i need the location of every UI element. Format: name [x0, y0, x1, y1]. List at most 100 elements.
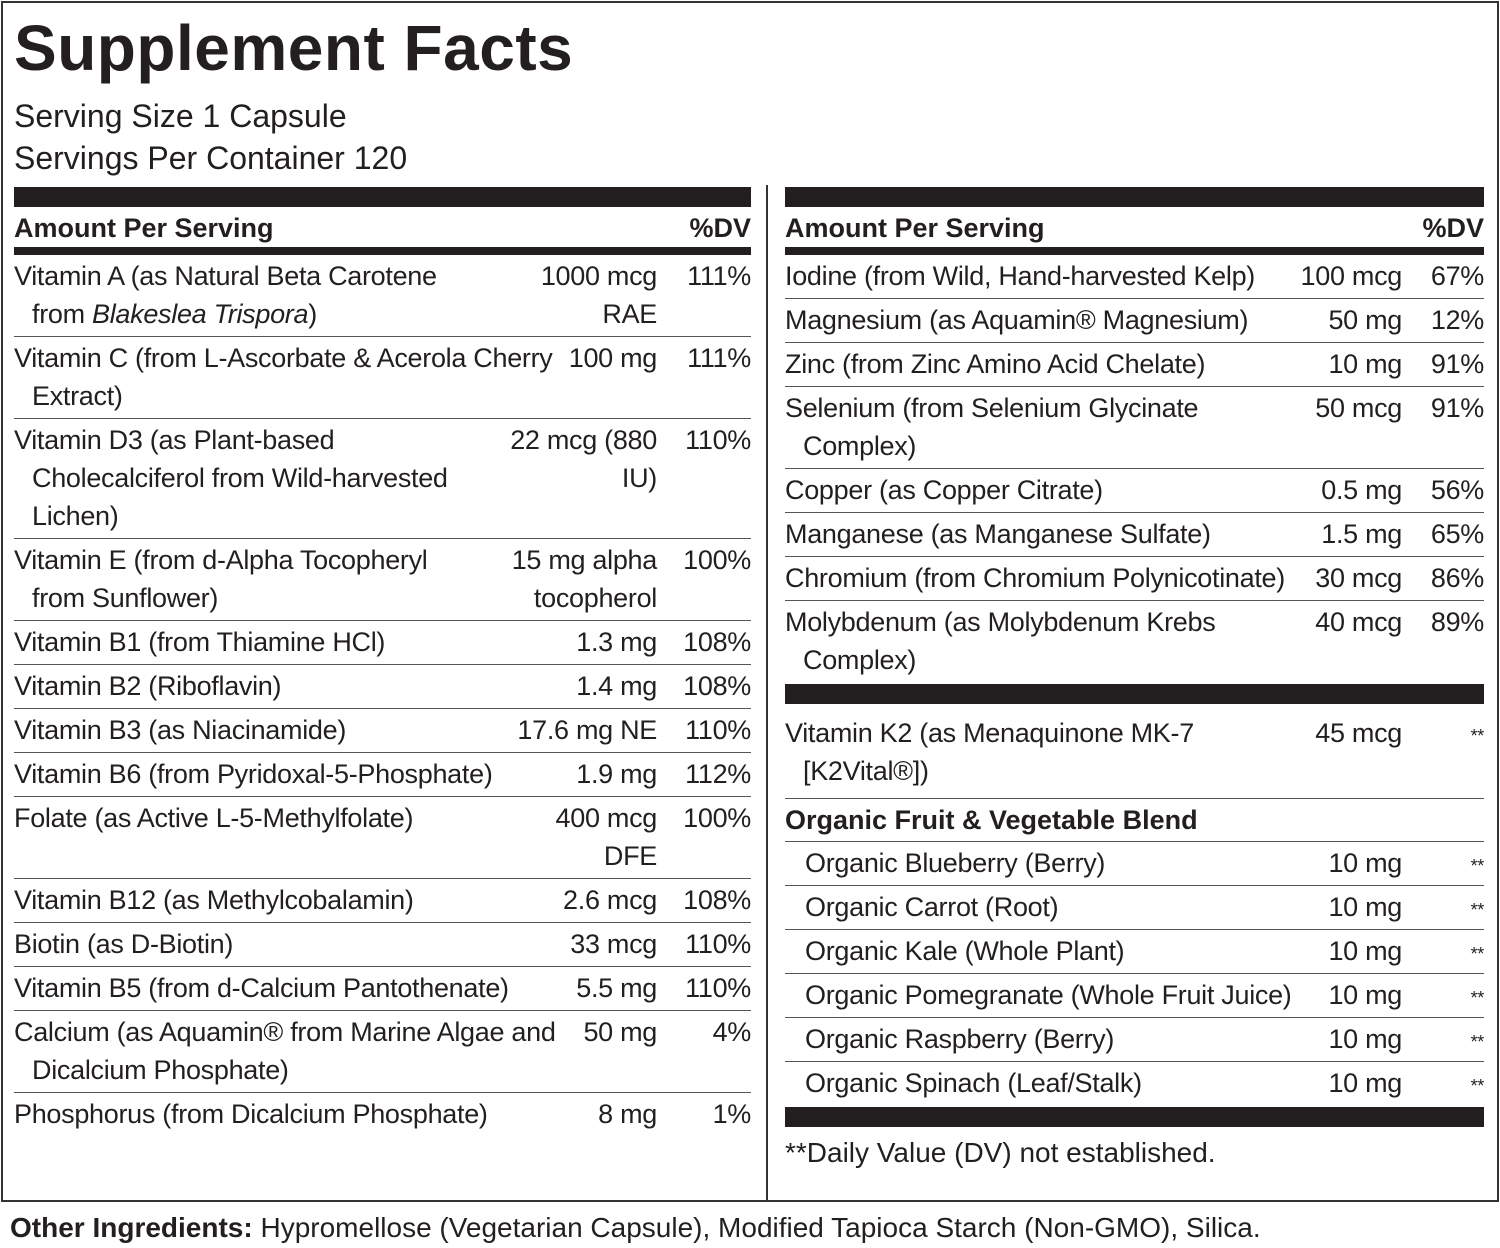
servings-per-container: Servings Per Container 120 — [14, 140, 408, 176]
daily-value: 89% — [1402, 603, 1484, 679]
row: Vitamin D3 (as Plant-based Cholecalcifer… — [14, 419, 751, 539]
amount: 10 mg — [1328, 349, 1402, 379]
header-amount: Amount Per Serving — [785, 213, 1045, 243]
amount: 30 mcg — [1315, 563, 1402, 593]
amount: 10 mg — [1328, 1068, 1402, 1098]
row: Vitamin B1 (from Thiamine HCl) 1.3 mg 108% — [14, 621, 751, 665]
amount: 1.9 mg — [576, 759, 657, 789]
daily-value: 91% — [1402, 345, 1484, 383]
name-text: Iodine (from Wild, Hand-harvested Kelp) — [785, 261, 1256, 291]
daily-value: ** — [1402, 888, 1485, 926]
ingredient-name: Vitamin C (from L-Ascorbate & Acerola Ch… — [14, 339, 559, 415]
daily-value: 100% — [657, 799, 751, 875]
name-text: Vitamin B1 (from Thiamine HCl) — [14, 627, 386, 657]
daily-value: 12% — [1402, 301, 1484, 339]
row: Organic Carrot (Root) 10 mg ** — [785, 886, 1484, 930]
name-text: Organic Raspberry (Berry) — [805, 1024, 1115, 1054]
daily-value: 110% — [657, 969, 751, 1007]
amount: 22 mcg (880 IU) — [510, 425, 657, 493]
row: Vitamin K2 (as Menaquinone MK-7 [K2Vital… — [785, 704, 1484, 798]
name-text: Organic Carrot (Root) — [805, 892, 1059, 922]
amount: 1.5 mg — [1321, 519, 1402, 549]
daily-value: ** — [1402, 714, 1485, 790]
name-tail: ) — [308, 299, 317, 329]
daily-value: ** — [1402, 1020, 1485, 1058]
blend-rows: Organic Blueberry (Berry) 10 mg ** Organic … — [785, 842, 1484, 1105]
header-bar — [14, 247, 751, 255]
name-text: Organic Pomegranate (Whole Fruit Juice) — [805, 980, 1292, 1010]
amount: 50 mcg — [1315, 393, 1402, 423]
dv-text: 108% — [683, 627, 751, 657]
name-text: Vitamin B3 (as Niacinamide) — [14, 715, 347, 745]
row: Calcium (as Aquamin® from Marine Algae a… — [14, 1011, 751, 1093]
name-text: Copper (as Copper Citrate) — [785, 475, 1103, 505]
row: Vitamin B3 (as Niacinamide) 17.6 mg NE 110… — [14, 709, 751, 753]
amount: 1.4 mg — [576, 671, 657, 701]
dv-text: 111% — [687, 261, 751, 291]
name-text: Vitamin E (from d-Alpha Tocopheryl from … — [14, 545, 428, 613]
amount: 2.6 mcg — [563, 885, 657, 915]
row: Selenium (from Selenium Glycinate Comple… — [785, 387, 1484, 469]
ingredient-name: Molybdenum (as Molybdenum Krebs Complex) — [785, 603, 1305, 679]
serving-size: Serving Size 1 Capsule — [14, 98, 347, 134]
daily-value: 4% — [657, 1013, 752, 1089]
dv-text: 108% — [683, 885, 751, 915]
amount: 33 mcg — [570, 929, 657, 959]
amount: 10 mg — [1328, 980, 1402, 1010]
name-text: Vitamin B6 (from Pyridoxal-5-Phosphate) — [14, 759, 493, 789]
thick-bar — [14, 187, 751, 207]
dv-text: ** — [1470, 856, 1485, 876]
dv-text: 65% — [1430, 519, 1484, 549]
amount: 8 mg — [598, 1099, 657, 1129]
row: Vitamin E (from d-Alpha Tocopheryl from … — [14, 539, 751, 621]
ingredient-name: Vitamin D3 (as Plant-based Cholecalcifer… — [14, 421, 487, 535]
daily-value: 108% — [657, 667, 751, 705]
title: Supplement Facts — [14, 12, 574, 84]
dv-text: 110% — [685, 715, 751, 745]
row: Molybdenum (as Molybdenum Krebs Complex)… — [785, 601, 1484, 682]
table-header: Amount Per Serving %DV — [14, 207, 751, 247]
ingredient-name: Copper (as Copper Citrate) — [785, 471, 1311, 509]
other-text: Hypromellose (Vegetarian Capsule), Modif… — [260, 1212, 1261, 1243]
name-text: Chromium (from Chromium Polynicotinate) — [785, 563, 1285, 593]
name-text: Vitamin A (as Natural Beta Carotene from — [14, 261, 437, 329]
dv-text: ** — [1470, 1032, 1485, 1052]
dv-text: 110% — [685, 973, 751, 1003]
row: Vitamin B2 (Riboflavin) 1.4 mg 108% — [14, 665, 751, 709]
left-table: Amount Per Serving %DV Vitamin A (as Natu… — [14, 187, 751, 1136]
blend-title: Organic Fruit & Vegetable Blend — [785, 798, 1484, 842]
row: Zinc (from Zinc Amino Acid Chelate) 10 mg… — [785, 343, 1484, 387]
name-text: Vitamin B12 (as Methylcobalamin) — [14, 885, 414, 915]
daily-value: 108% — [657, 623, 751, 661]
ingredient-name: Biotin (as D-Biotin) — [14, 925, 560, 963]
name-text: Organic Spinach (Leaf/Stalk) — [805, 1068, 1142, 1098]
daily-value: 111% — [657, 339, 751, 415]
header-amount: Amount Per Serving — [14, 213, 274, 243]
name-text: Manganese (as Manganese Sulfate) — [785, 519, 1211, 549]
ingredient-name: Organic Raspberry (Berry) — [785, 1020, 1318, 1058]
amount: 40 mcg — [1315, 607, 1402, 637]
row: Vitamin B5 (from d-Calcium Pantothenate)… — [14, 967, 751, 1011]
rows: Vitamin A (as Natural Beta Carotene from… — [14, 255, 751, 1136]
daily-value: 67% — [1402, 257, 1484, 295]
ingredient-name: Organic Pomegranate (Whole Fruit Juice) — [785, 976, 1318, 1014]
daily-value: 56% — [1402, 471, 1484, 509]
row: Organic Pomegranate (Whole Fruit Juice) 1… — [785, 974, 1484, 1018]
name-text: Vitamin B5 (from d-Calcium Pantothenate) — [14, 973, 509, 1003]
footnote: **Daily Value (DV) not established. — [785, 1137, 1216, 1168]
thick-bar — [785, 684, 1484, 704]
name-text: Biotin (as D-Biotin) — [14, 929, 234, 959]
daily-value: 110% — [657, 421, 751, 535]
amount: 100 mcg — [1300, 261, 1403, 291]
daily-value: 91% — [1402, 389, 1484, 465]
daily-value: ** — [1402, 844, 1485, 882]
amount: 15 mg alpha tocopherol — [511, 545, 658, 613]
daily-value: 112% — [657, 755, 751, 793]
header-dv: %DV — [689, 213, 751, 243]
name-text: Molybdenum (as Molybdenum Krebs Complex) — [785, 607, 1216, 675]
amount: 50 mg — [583, 1017, 657, 1047]
row: Vitamin B12 (as Methylcobalamin) 2.6 mcg 1… — [14, 879, 751, 923]
dv-text: ** — [1470, 944, 1485, 964]
daily-value: 1% — [657, 1095, 752, 1133]
amount: 50 mg — [1328, 305, 1402, 335]
